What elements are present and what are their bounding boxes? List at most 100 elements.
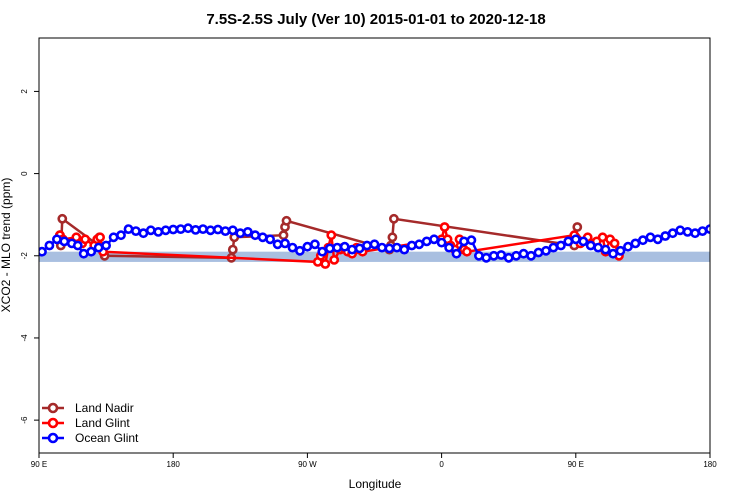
data-point [518, 248, 529, 259]
x-tick-label: 90 E [568, 460, 584, 469]
plot-frame [38, 37, 711, 454]
data-point [257, 232, 268, 243]
legend-label: Land Nadir [75, 401, 134, 415]
data-point [436, 237, 447, 248]
data-point [481, 252, 492, 263]
y-axis: 2 0 -2 -4 -6 [20, 89, 39, 424]
data-point [190, 224, 201, 235]
legend-item: Land Nadir [42, 401, 134, 415]
data-point [388, 213, 399, 224]
data-point [526, 250, 536, 261]
data-point [302, 241, 313, 252]
data-point [198, 224, 208, 234]
data-point [459, 236, 469, 247]
y-tick-label: 2 [20, 89, 29, 94]
data-point [675, 225, 686, 236]
data-point [242, 226, 253, 237]
legend-label: Land Glint [75, 416, 130, 430]
data-point [362, 240, 372, 251]
y-tick-label: 0 [20, 171, 29, 176]
data-point [332, 242, 343, 253]
data-point [57, 213, 68, 224]
data-point [652, 234, 663, 245]
data-point [638, 235, 648, 246]
data-point [597, 232, 608, 243]
data-point [444, 242, 454, 253]
data-point [130, 226, 141, 236]
data-point [250, 230, 261, 241]
data-point [44, 240, 55, 251]
data-point [326, 230, 337, 241]
data-point [235, 228, 246, 239]
data-point [329, 254, 340, 265]
x-tick-label: 0 [439, 460, 444, 469]
data-point [272, 239, 283, 250]
y-axis-label: XCO2 - MLO trend (ppm) [0, 178, 13, 313]
data-point [503, 252, 514, 263]
x-tick-label: 180 [703, 460, 717, 469]
data-point [280, 238, 290, 249]
data-point [324, 243, 335, 254]
data-point [145, 225, 156, 236]
data-point [630, 238, 641, 249]
data-point [265, 234, 275, 245]
data-point [609, 238, 620, 249]
data-point [227, 244, 238, 255]
data-point [682, 226, 693, 237]
data-point [309, 239, 320, 250]
data-point [72, 240, 83, 251]
data-point [593, 242, 604, 253]
data-point [220, 226, 231, 236]
data-point [451, 248, 462, 259]
data-point [227, 225, 238, 236]
data-point [697, 226, 708, 236]
y-tick-label: -4 [20, 334, 29, 342]
x-tick-label: 90 W [298, 460, 317, 469]
data-point [473, 250, 484, 261]
data-point [705, 224, 710, 234]
x-axis: 90 E 180 90 W 0 90 E 180 [31, 453, 717, 469]
data-point [488, 250, 499, 261]
data-point [377, 242, 387, 253]
x-axis-label: Longitude [349, 477, 402, 491]
data-point [541, 245, 551, 256]
data-point [95, 232, 105, 243]
data-point [570, 234, 581, 245]
data-point [369, 239, 380, 250]
data-point [168, 224, 179, 235]
data-point [278, 230, 289, 241]
legend-item: Ocean Glint [42, 431, 139, 445]
data-point [578, 236, 589, 247]
data-point [39, 246, 47, 257]
data-point [533, 247, 544, 258]
data-point [59, 236, 70, 247]
y-tick-label: -6 [20, 416, 29, 424]
data-point [548, 242, 559, 253]
data-point [183, 223, 193, 234]
data-point [667, 228, 678, 239]
data-point [205, 225, 216, 236]
data-point [645, 232, 656, 243]
data-point [600, 244, 611, 255]
data-point [466, 235, 477, 246]
data-point [320, 259, 331, 269]
data-point [160, 225, 171, 236]
series-ocean-glint [39, 223, 710, 263]
data-point [406, 240, 417, 251]
data-point [80, 234, 91, 245]
data-point [414, 239, 425, 250]
data-point [93, 242, 104, 253]
legend-marker [47, 432, 59, 444]
x-tick-label: 180 [167, 460, 181, 469]
chart-title: 7.5S-2.5S July (Ver 10) 2015-01-01 to 20… [206, 11, 545, 28]
data-point [212, 224, 223, 235]
data-point [116, 230, 126, 241]
data-point [461, 246, 472, 257]
data-point [78, 248, 89, 259]
data-point [563, 236, 574, 247]
data-point [281, 215, 292, 226]
data-point [387, 232, 398, 243]
data-point [294, 245, 305, 256]
